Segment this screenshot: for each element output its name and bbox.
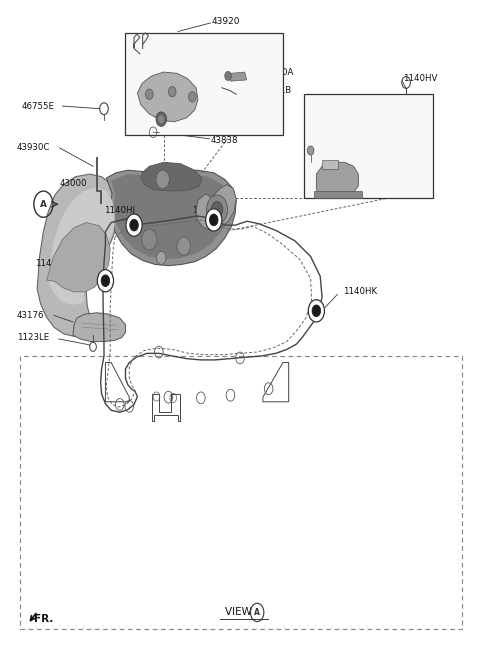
Circle shape	[307, 146, 314, 155]
Text: 1140HF: 1140HF	[35, 259, 68, 267]
Circle shape	[101, 275, 110, 286]
Polygon shape	[47, 223, 110, 292]
Circle shape	[156, 112, 167, 126]
Text: 43714B: 43714B	[217, 122, 251, 131]
Circle shape	[189, 92, 196, 102]
Text: 43920: 43920	[211, 16, 240, 26]
Polygon shape	[230, 72, 247, 81]
Circle shape	[177, 237, 191, 255]
Polygon shape	[73, 313, 125, 342]
Circle shape	[130, 219, 138, 231]
Text: 21825B: 21825B	[335, 158, 368, 167]
FancyArrowPatch shape	[30, 614, 36, 620]
Text: 1125DA: 1125DA	[259, 68, 293, 77]
Circle shape	[145, 89, 153, 99]
Polygon shape	[141, 162, 202, 191]
Polygon shape	[107, 170, 236, 265]
Bar	[304, 95, 433, 198]
Circle shape	[206, 195, 228, 224]
Circle shape	[312, 305, 321, 317]
Text: 46755E: 46755E	[22, 102, 55, 110]
Polygon shape	[137, 72, 198, 122]
Circle shape	[225, 72, 231, 81]
Circle shape	[156, 170, 169, 189]
Polygon shape	[111, 174, 229, 259]
Circle shape	[209, 214, 218, 226]
Polygon shape	[37, 174, 118, 336]
Polygon shape	[316, 162, 359, 198]
Circle shape	[126, 214, 142, 237]
Circle shape	[168, 87, 176, 97]
Text: 1140HJ: 1140HJ	[104, 206, 135, 215]
Text: A: A	[254, 608, 260, 617]
Circle shape	[156, 251, 166, 264]
Text: 43176: 43176	[17, 311, 44, 320]
Polygon shape	[49, 187, 115, 305]
Circle shape	[97, 269, 114, 292]
Circle shape	[308, 300, 324, 322]
Text: 1140HK: 1140HK	[343, 287, 377, 296]
Text: 1140EJ: 1140EJ	[320, 143, 350, 152]
Text: 1140HJ: 1140HJ	[192, 206, 223, 215]
Text: VIEW: VIEW	[225, 608, 255, 618]
Text: 43000: 43000	[60, 179, 87, 188]
Circle shape	[211, 202, 223, 217]
Text: 43930C: 43930C	[17, 143, 50, 152]
Polygon shape	[314, 191, 362, 198]
Polygon shape	[196, 185, 236, 231]
Text: 43929: 43929	[128, 58, 155, 68]
Text: 1123LE: 1123LE	[17, 333, 49, 342]
Text: 43838: 43838	[210, 135, 238, 145]
Text: 43120A: 43120A	[316, 99, 350, 108]
Circle shape	[142, 229, 157, 250]
Text: 91931B: 91931B	[258, 86, 291, 95]
Bar	[125, 34, 283, 135]
Circle shape	[205, 209, 222, 231]
Text: FR.: FR.	[34, 614, 53, 624]
Text: 43929: 43929	[136, 72, 164, 81]
Text: 1140HV: 1140HV	[403, 74, 438, 83]
Polygon shape	[322, 160, 338, 169]
Text: A: A	[40, 200, 47, 209]
Circle shape	[158, 115, 164, 123]
